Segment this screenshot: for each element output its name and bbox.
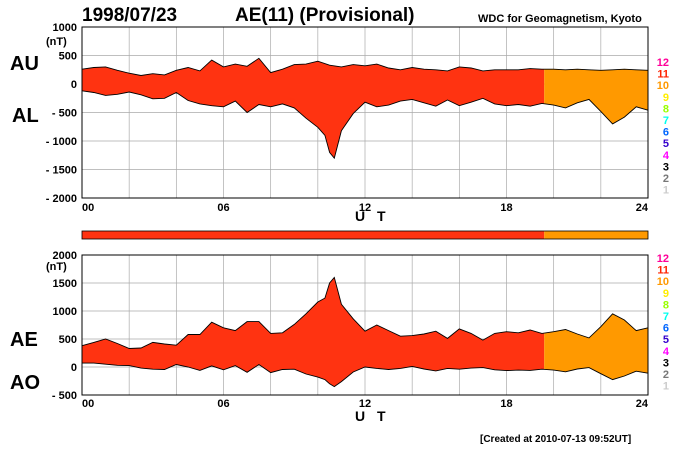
color-key-label: 6	[663, 323, 669, 335]
y-tick-label: 0	[71, 79, 77, 91]
x-tick-label: 12	[359, 398, 371, 410]
index-title: AE(11) (Provisional)	[235, 5, 415, 26]
color-key-label: 4	[663, 346, 670, 358]
y-tick-label: - 500	[52, 390, 77, 402]
y-tick-label: 1000	[53, 306, 77, 318]
x-tick-label: 00	[82, 398, 94, 410]
color-key-label: 4	[663, 150, 670, 162]
band-provisional	[544, 69, 648, 124]
au-label: AU	[10, 53, 39, 75]
plot-frame	[81, 254, 649, 396]
color-key-label: 6	[663, 127, 669, 139]
x-tick-label: 18	[500, 398, 512, 410]
series-line-al	[81, 90, 649, 160]
x-tick-label: 18	[500, 202, 512, 214]
y-tick-label: 500	[59, 51, 77, 63]
color-key-label: 12	[657, 57, 669, 69]
y-tick-label: 0	[71, 362, 77, 374]
color-key-label: 5	[663, 138, 669, 150]
series-line-au	[81, 57, 649, 76]
y-tick-label: - 1000	[46, 136, 77, 148]
color-key-label: 2	[663, 369, 669, 381]
x-tick-label: 24	[636, 202, 649, 214]
y-tick-label: 500	[59, 334, 77, 346]
series-line-ae	[81, 276, 649, 349]
ae-ao-panel: 2000 1500 1000 500 0 - 500 00 06 12 18 24	[52, 250, 649, 410]
data-status-bar	[81, 230, 649, 240]
al-label: AL	[12, 105, 39, 127]
x-tick-label: 12	[359, 202, 371, 214]
x-tick-label: 06	[217, 398, 229, 410]
y-tick-label: 1000	[53, 22, 77, 34]
status-bar-frame	[81, 230, 649, 240]
band-provisional	[544, 313, 648, 380]
y-tick-label: 1500	[53, 278, 77, 290]
color-key-label: 5	[663, 334, 669, 346]
color-key-label: 1	[663, 185, 669, 197]
color-key-label: 7	[663, 311, 669, 323]
color-key-label: 8	[663, 103, 669, 115]
color-key-label: 11	[657, 265, 669, 277]
y-tick-label: - 1500	[46, 165, 77, 177]
x-axis-title-top: U T	[355, 208, 390, 224]
date-title: 1998/07/23	[82, 5, 177, 26]
series-line-ao	[82, 362, 649, 388]
color-key-label: 12	[657, 253, 669, 265]
status-final-segment	[82, 231, 545, 239]
color-key-label: 3	[663, 161, 669, 173]
unit-label-top: (nT)	[46, 36, 67, 48]
status-provisional-segment	[544, 231, 648, 239]
x-tick-label: 00	[82, 202, 94, 214]
y-tick-label: - 2000	[46, 193, 77, 205]
band-final	[82, 58, 545, 159]
ao-label: AO	[10, 372, 40, 394]
x-tick-label: 24	[636, 398, 649, 410]
y-tick-label: - 500	[52, 108, 77, 120]
color-key-label: 1	[663, 381, 669, 393]
au-al-panel: 1000 500 0 - 500 - 1000 - 1500 - 2000 00 06 12 18 2…	[46, 22, 649, 214]
color-key-label: 8	[663, 299, 669, 311]
color-key-label: 11	[657, 69, 669, 81]
x-tick-label: 06	[217, 202, 229, 214]
color-key-label: 9	[663, 288, 669, 300]
ae-label: AE	[10, 329, 38, 351]
org-label: WDC for Geomagnetism, Kyoto	[478, 13, 642, 25]
color-key-label: 9	[663, 92, 669, 104]
color-key-label: 3	[663, 357, 669, 369]
band-final	[82, 277, 545, 387]
y-tick-label: 2000	[53, 250, 77, 262]
color-key-label: 10	[657, 276, 669, 288]
x-axis-title-bottom: U T	[355, 408, 390, 424]
color-key-label: 10	[657, 80, 669, 92]
color-key-label: 2	[663, 173, 669, 185]
color-key-label: 7	[663, 115, 669, 127]
created-footer: [Created at 2010-07-13 09:52UT]	[480, 434, 631, 445]
plot-frame	[81, 26, 649, 199]
unit-label-bottom: (nT)	[46, 261, 67, 273]
